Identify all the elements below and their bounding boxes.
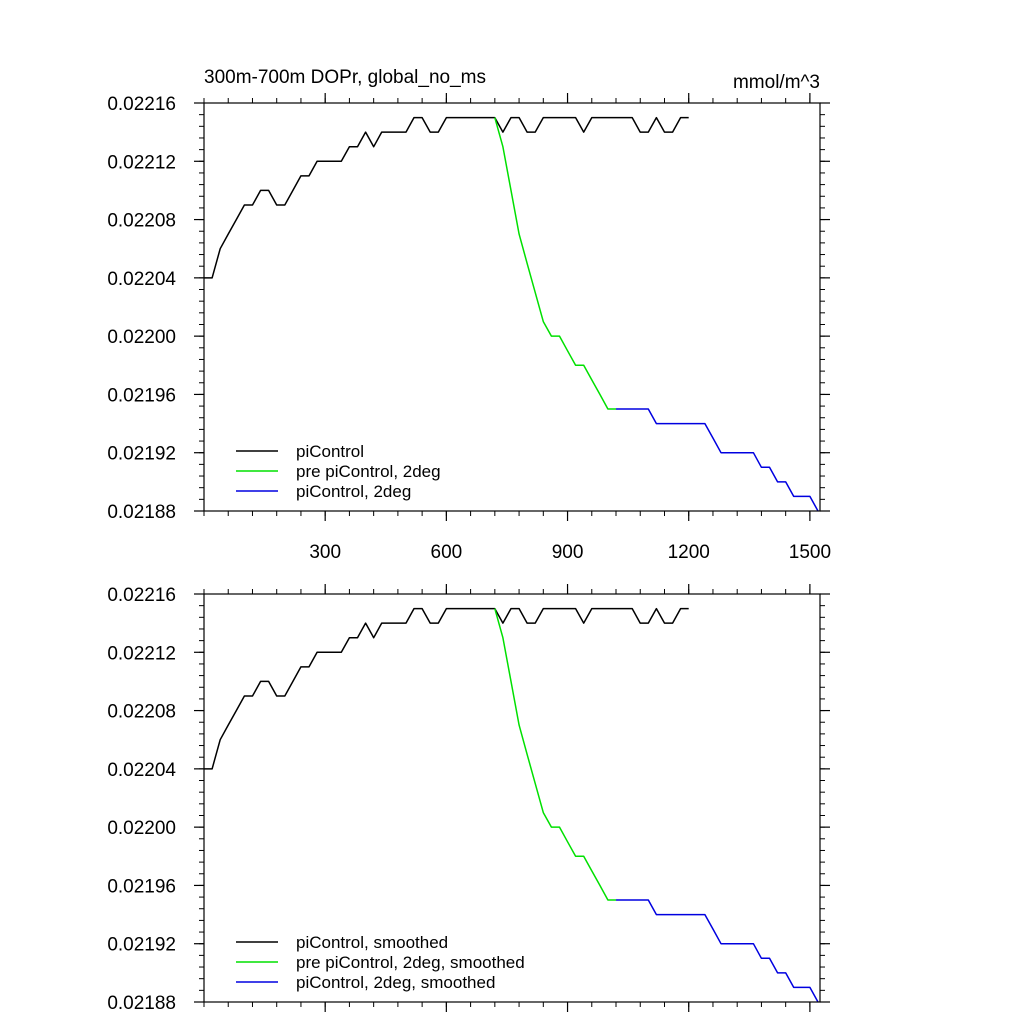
y-tick-label: 0.02204 — [107, 269, 176, 290]
axis-ticks: 0.02188 0.02192 0.02196 0.02200 0.02204 0.022… — [107, 584, 830, 1014]
y-tick-label: 0.02196 — [107, 876, 176, 897]
series-line-1 — [494, 608, 616, 901]
y-tick-label: 0.02188 — [107, 502, 176, 523]
axis-ticks: 0.02188 0.02192 0.02196 0.02200 0.02204 0.022… — [107, 93, 831, 563]
x-tick-label: 1500 — [789, 542, 831, 563]
y-tick-label: 0.02216 — [107, 94, 176, 115]
series-line-2 — [616, 899, 819, 1003]
legend-label: piControl, smoothed — [296, 933, 448, 952]
y-tick-label: 0.02212 — [107, 643, 176, 664]
y-tick-label: 0.02208 — [107, 211, 176, 232]
y-tick-label: 0.02192 — [107, 444, 176, 465]
y-tick-label: 0.02192 — [107, 935, 176, 956]
x-tick-label: 1200 — [668, 542, 710, 563]
y-tick-label: 0.02196 — [107, 385, 176, 406]
legend-label: pre piControl, 2deg, smoothed — [296, 953, 525, 972]
y-tick-label: 0.02208 — [107, 702, 176, 723]
y-tick-label: 0.02216 — [107, 585, 176, 606]
plot-lines — [204, 116, 819, 512]
series-line-2 — [616, 408, 819, 512]
x-tick-label: 900 — [552, 542, 584, 563]
y-tick-label: 0.02212 — [107, 152, 176, 173]
plot-frame — [203, 593, 821, 1003]
chart-title: 300m-700m DOPr, global_no_ms — [204, 67, 486, 88]
units-label: mmol/m^3 — [733, 72, 820, 93]
plot-frame — [203, 102, 821, 512]
y-tick-label: 0.02200 — [107, 327, 176, 348]
y-tick-label: 0.02200 — [107, 818, 176, 839]
legend-label: pre piControl, 2deg — [296, 462, 441, 481]
x-tick-label: 600 — [431, 542, 463, 563]
y-tick-label: 0.02204 — [107, 760, 176, 781]
series-line-0 — [204, 607, 689, 770]
bottom-chart-panel: 0.02188 0.02192 0.02196 0.02200 0.02204 0.022… — [107, 584, 830, 1014]
series-line-1 — [494, 117, 616, 410]
y-tick-label: 0.02188 — [107, 993, 176, 1014]
legend-label: piControl, 2deg — [296, 482, 411, 501]
series-line-0 — [204, 116, 689, 279]
legend-label: piControl, 2deg, smoothed — [296, 973, 495, 992]
legend-label: piControl — [296, 442, 364, 461]
top-chart-panel: 300m-700m DOPr, global_no_ms mmol/m^3 0.… — [107, 67, 831, 563]
x-tick-label: 300 — [309, 542, 341, 563]
plot-lines — [204, 607, 819, 1003]
